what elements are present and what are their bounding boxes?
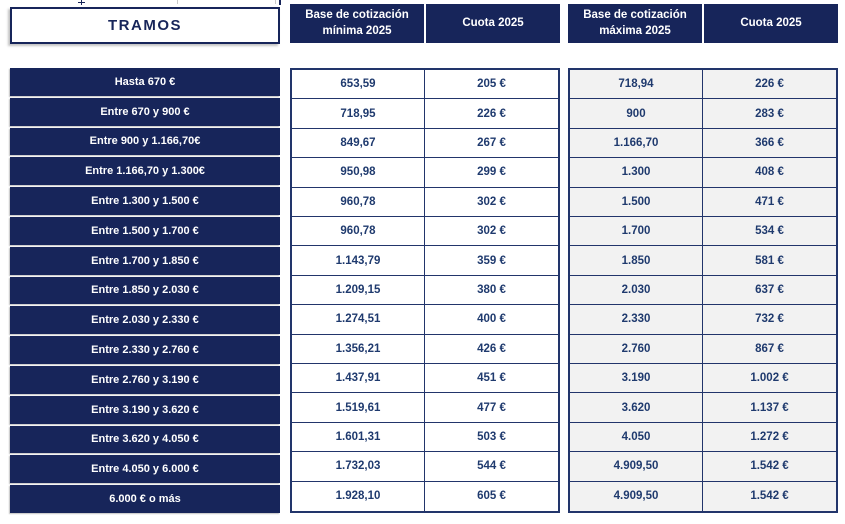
crop-artifact-tick [275,0,276,4]
base-min-cell: 1.437,91 [292,363,425,394]
crop-artifact-tick [279,0,281,5]
base-max-cell: 4.909,50 [570,452,703,482]
crop-artifact-tick [78,2,85,3]
base-max-cell: 900 [570,99,703,129]
tramo-row-label: Entre 670 y 900 € [10,97,280,126]
cuota-min-cell: 544 € [425,452,558,482]
tramo-row-label: Entre 900 y 1.166,70€ [10,127,280,156]
cuota-min-cell: 205 € [425,70,558,100]
base-max-cell: 4.050 [570,422,703,453]
cuota-max-cell: 471 € [703,187,836,217]
tramo-row-label: Entre 3.190 y 3.620 € [10,395,280,424]
cuota-min-cell: 359 € [425,246,558,276]
cuota-min-cell: 426 € [425,335,558,364]
max-header-group: Base de cotización máxima 2025 Cuota 202… [568,4,838,43]
base-max-cell: 3.190 [570,363,703,394]
cuota-min-cell: 380 € [425,276,558,306]
cuota-min-cell: 302 € [425,188,558,217]
tramo-row-label: Entre 1.166,70 y 1.300€ [10,157,280,186]
cuota-max-cell: 366 € [703,128,836,159]
cuota-min-cell: 267 € [425,129,558,159]
tramo-row-label: Entre 2.760 y 3.190 € [10,365,280,394]
base-min-cell: 1.143,79 [292,246,425,276]
cuota-max-cell: 283 € [703,99,836,129]
cuota-max-cell: 732 € [703,305,836,335]
base-min-cell: 950,98 [292,158,425,188]
cuota-min-cell: 477 € [425,393,558,423]
max-table: 718,94 226 €900 283 €1.166,70 366 €1.300 408… [568,68,838,513]
crop-artifact-tick [177,0,178,4]
cuota-max-header: Cuota 2025 [704,4,838,43]
base-min-cell: 653,59 [292,70,425,100]
min-table: 653,59 205 €718,95 226 €849,67 267 €950,98 2… [290,68,560,513]
tramo-row-label: Entre 1.850 y 2.030 € [10,276,280,305]
cuota-min-header: Cuota 2025 [426,4,560,43]
tramo-row-label: Entre 4.050 y 6.000 € [10,455,280,484]
base-max-cell: 718,94 [570,70,703,100]
cuota-max-cell: 637 € [703,275,836,306]
base-min-cell: 1.928,10 [292,481,425,511]
tramo-row-label: Entre 1.300 y 1.500 € [10,187,280,215]
cuota-max-cell: 408 € [703,158,836,188]
tramo-row-label: Entre 2.030 y 2.330 € [10,306,280,335]
tramos-rows: Hasta 670 € Entre 670 y 900 € Entre 900 y … [10,68,280,513]
base-min-cell: 1.356,21 [292,334,425,364]
cuota-min-cell: 302 € [425,217,558,247]
tramo-row-label: 6.000 € o más [10,485,280,513]
cuota-max-cell: 867 € [703,334,836,364]
cuota-min-cell: 503 € [425,423,558,453]
cuota-min-cell: 226 € [425,99,558,129]
cuota-min-cell: 605 € [477,490,506,503]
base-min-header: Base de cotización mínima 2025 [290,4,424,43]
base-min-cell: 1.601,31 [292,422,425,453]
base-max-cell: 1.300 [570,158,703,188]
base-min-cell: 1.519,61 [292,393,425,423]
cuota-max-cell: 1.272 € [703,422,836,453]
cuota-max-cell: 534 € [703,216,836,247]
min-header-group: Base de cotización mínima 2025 Cuota 202… [290,4,560,43]
tramo-row-label: Hasta 670 € [10,68,280,96]
cuota-min-cell: 400 € [425,305,558,335]
tramos-header: TRAMOS [10,7,280,44]
base-min-cell: 960,78 [292,187,425,217]
tramo-row-label: Entre 2.330 y 2.760 € [10,336,280,364]
tramo-row-label: Entre 1.500 y 1.700 € [10,216,280,245]
base-max-cell: 4.909,50 [570,481,703,511]
base-max-cell: 1.850 [570,246,703,276]
base-min-cell: 849,67 [292,128,425,159]
cuota-max-cell: 1.002 € [703,363,836,394]
base-min-cell: 718,95 [292,99,425,129]
cuota-max-cell: 226 € [703,70,836,100]
tramo-row-label: Entre 3.620 y 4.050 € [10,425,280,454]
base-min-cell: 1.732,03 [292,452,425,482]
base-min-cell: 1.209,15 [292,275,425,306]
base-max-cell: 2.760 [570,334,703,364]
base-max-header: Base de cotización máxima 2025 [568,4,702,43]
cuota-min-cell: 451 € [425,364,558,394]
cuota-max-cell: 1.542 € [703,481,836,511]
tramos-header-label: TRAMOS [108,17,182,34]
cuota-max-cell: 581 € [703,246,836,276]
base-max-cell: 1.166,70 [570,128,703,159]
base-max-cell: 2.030 [570,275,703,306]
base-min-cell: 1.274,51 [292,305,425,335]
base-min-cell: 960,78 [292,216,425,247]
tramo-row-label: Entre 1.700 y 1.850 € [10,246,280,275]
cuota-max-cell: 1.137 € [703,393,836,423]
cuota-min-cell: 299 € [425,158,558,188]
cuota-max-cell: 1.542 € [703,452,836,482]
base-max-cell: 1.500 [570,187,703,217]
base-max-cell: 2.330 [570,305,703,335]
base-max-cell: 3.620 [570,393,703,423]
base-max-cell: 1.700 [570,216,703,247]
